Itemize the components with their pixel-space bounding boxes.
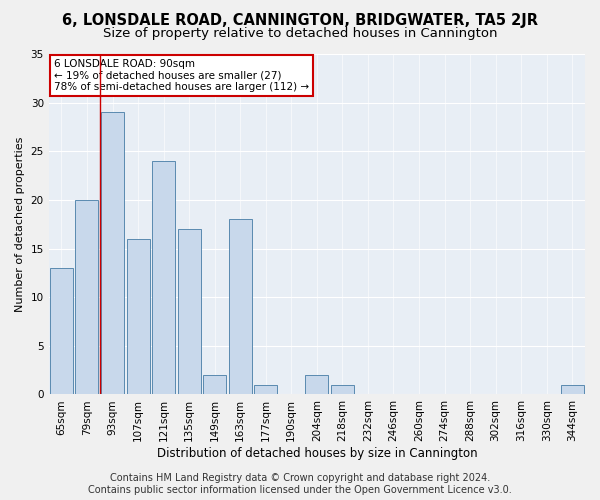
Text: 6, LONSDALE ROAD, CANNINGTON, BRIDGWATER, TA5 2JR: 6, LONSDALE ROAD, CANNINGTON, BRIDGWATER…	[62, 12, 538, 28]
X-axis label: Distribution of detached houses by size in Cannington: Distribution of detached houses by size …	[157, 447, 477, 460]
Y-axis label: Number of detached properties: Number of detached properties	[15, 136, 25, 312]
Text: Contains HM Land Registry data © Crown copyright and database right 2024.
Contai: Contains HM Land Registry data © Crown c…	[88, 474, 512, 495]
Text: Size of property relative to detached houses in Cannington: Size of property relative to detached ho…	[103, 28, 497, 40]
Bar	[561, 384, 584, 394]
Bar	[76, 200, 98, 394]
Bar	[50, 268, 73, 394]
Bar	[331, 384, 354, 394]
Bar	[203, 375, 226, 394]
Bar	[178, 229, 200, 394]
Text: 6 LONSDALE ROAD: 90sqm
← 19% of detached houses are smaller (27)
78% of semi-det: 6 LONSDALE ROAD: 90sqm ← 19% of detached…	[54, 59, 309, 92]
Bar	[305, 375, 328, 394]
Bar	[254, 384, 277, 394]
Bar	[127, 239, 149, 394]
Bar	[229, 220, 252, 394]
Bar	[152, 161, 175, 394]
Bar	[101, 112, 124, 394]
